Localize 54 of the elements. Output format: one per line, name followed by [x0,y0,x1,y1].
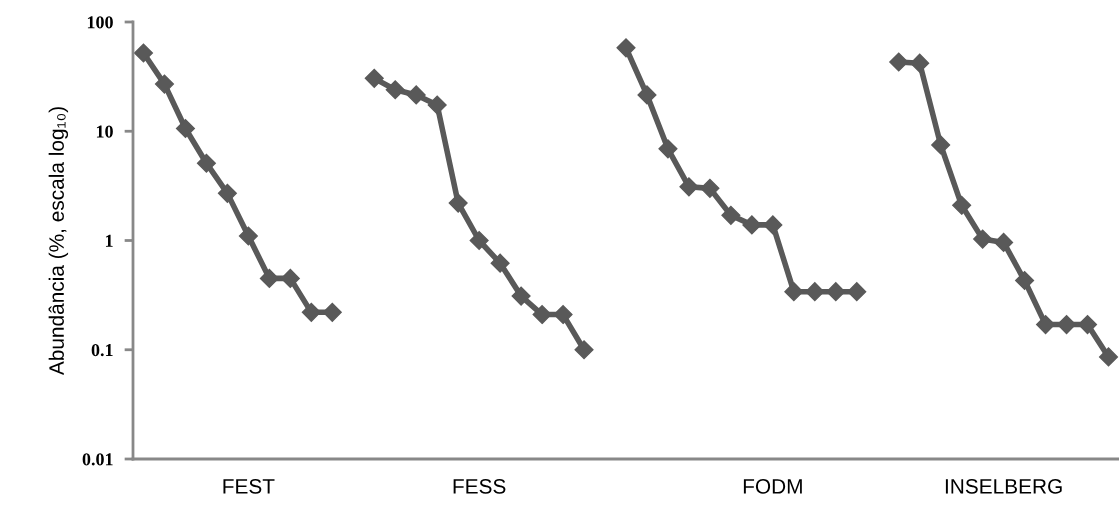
y-axis-title: Abundância (%, escala log₁₀) [48,107,69,376]
point [679,177,699,197]
point [1015,271,1035,291]
y-tick-label: 1 [105,234,113,247]
point [511,286,531,306]
point [931,135,951,155]
point [322,302,342,322]
point [784,282,804,302]
point [700,178,720,198]
y-tick-label: 10 [96,125,113,138]
point [910,53,930,73]
x-tick-label: FESS [453,478,506,494]
point [1098,347,1119,367]
point [1077,315,1098,335]
point [364,68,384,88]
point [973,229,993,249]
x-tick-label: INSELBERG [945,478,1062,494]
point [616,38,636,58]
point [889,52,909,72]
point [259,268,279,288]
point [280,268,300,288]
point [721,205,741,225]
y-tick-label: 0.1 [91,344,113,357]
x-tick-label: FEST [223,478,275,494]
point [994,232,1014,252]
y-tick-label: 100 [87,16,113,29]
point [805,282,825,302]
point [469,230,489,251]
y-tick-label: 0.01 [82,453,113,466]
point [238,226,258,246]
point [763,215,783,235]
point [217,183,237,203]
point [742,215,762,235]
point [175,118,195,139]
point [532,305,552,325]
point [1036,315,1056,335]
point [847,282,867,302]
point [406,85,426,105]
point [574,340,594,360]
point [826,282,846,302]
point [952,195,972,215]
point [301,302,321,322]
point [133,43,154,63]
point [196,153,216,173]
point [385,80,405,100]
x-tick-label: FODM [743,478,802,494]
point [553,305,573,325]
point [637,85,657,105]
point [427,95,447,115]
point [1057,315,1077,335]
point [154,74,175,94]
point [490,253,510,273]
point [658,139,678,159]
point [448,193,468,213]
